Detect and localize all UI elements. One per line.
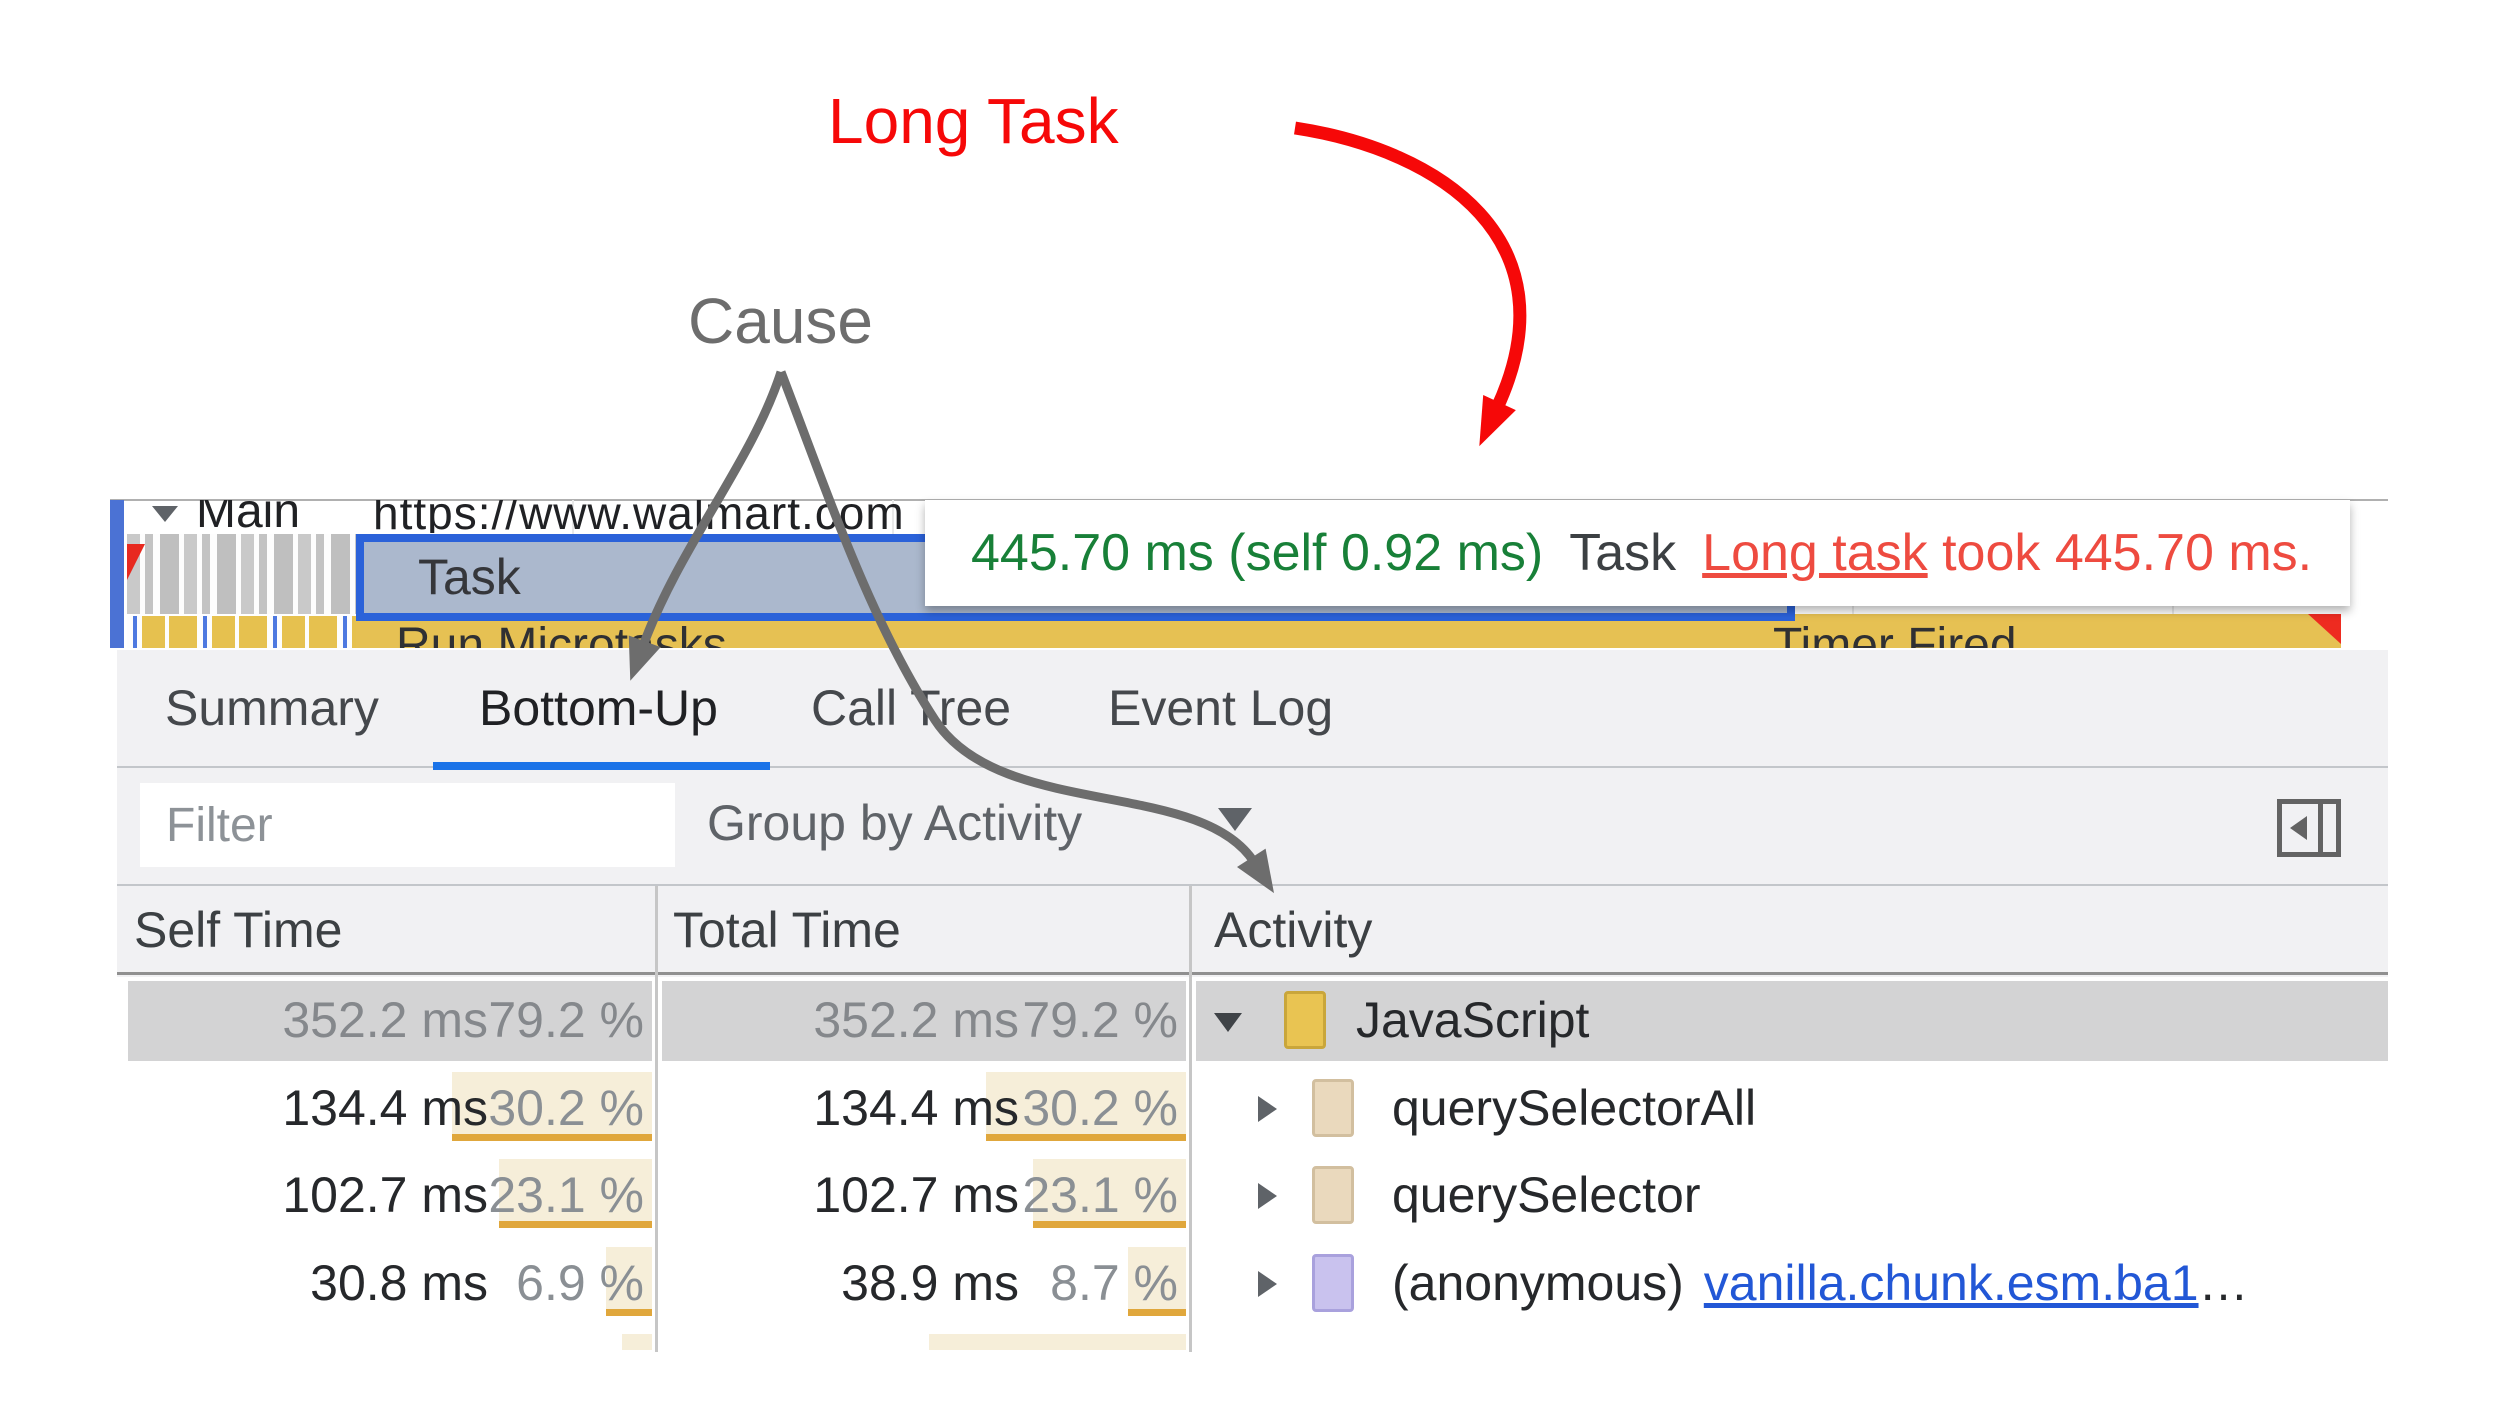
tooltip-event-name: Task <box>1569 524 1677 582</box>
selected-row-highlight <box>128 981 652 1061</box>
timer-fired-label: Timer Fired <box>1773 619 2017 648</box>
scripting-lane-stripes[interactable] <box>127 616 356 648</box>
table-row[interactable]: 134.4 ms 30.2 % 134.4 ms 30.2 % querySelecto… <box>0 1065 2500 1152</box>
table-row[interactable]: 30.8 ms 6.9 % 38.9 ms 8.7 % (anonymous) vanil… <box>0 1240 2500 1327</box>
activity-label[interactable]: (anonymous) vanilla.chunk.esm.ba1… <box>1392 1240 2249 1327</box>
total-time-percent: 30.2 % <box>1022 1079 1178 1136</box>
self-time-percent: 79.2 % <box>488 992 644 1048</box>
task-tooltip: 445.70 ms (self 0.92 ms) Task Long task to… <box>925 500 2350 606</box>
column-divider[interactable] <box>655 886 658 1352</box>
tooltip-long-task-link[interactable]: Long task <box>1702 524 1928 582</box>
total-percent-heat-bar <box>1033 1159 1186 1228</box>
activity-label[interactable]: querySelector <box>1392 1152 1701 1239</box>
activity-name: querySelectorAll <box>1392 1079 1757 1136</box>
header-underline <box>117 972 2388 975</box>
filter-input[interactable] <box>140 783 675 867</box>
table-row[interactable]: 102.7 ms 23.1 % 102.7 ms 23.1 % querySelecto… <box>0 1152 2500 1239</box>
tab-bottom-up[interactable]: Bottom-Up <box>479 680 718 736</box>
total-time-value: 134.4 ms <box>813 1079 1019 1136</box>
column-header-total-time[interactable]: Total Time <box>673 902 901 958</box>
collapse-track-icon[interactable] <box>152 506 178 522</box>
total-percent-heat-bar <box>1128 1246 1186 1316</box>
column-header-activity[interactable]: Activity <box>1214 902 1373 958</box>
track-accent-bar <box>110 500 124 648</box>
total-percent-heat-bar <box>986 1071 1186 1141</box>
self-percent-heat-bar <box>452 1071 652 1141</box>
self-time-value: 102.7 ms <box>282 1167 488 1223</box>
self-time-value: 134.4 ms <box>282 1079 488 1136</box>
column-header-self-time[interactable]: Self Time <box>134 902 343 958</box>
self-percent-heat-bar <box>606 1246 652 1316</box>
total-time-value: 38.9 ms <box>841 1254 1019 1311</box>
self-time-percent: 23.1 % <box>488 1167 644 1223</box>
long-task-annotation: Long Task <box>828 85 1119 157</box>
flamechart-activity-stripes[interactable] <box>127 534 356 614</box>
tooltip-warning-text: took 445.70 ms. <box>1927 524 2313 582</box>
activity-name: JavaScript <box>1356 992 1590 1048</box>
triangle-left-icon <box>2290 816 2307 840</box>
tooltip-duration: 445.70 ms (self 0.92 ms) <box>971 524 1544 582</box>
self-time-percent: 6.9 % <box>516 1254 644 1311</box>
total-time-percent: 8.7 % <box>1050 1254 1178 1311</box>
self-time-percent: 30.2 % <box>488 1079 644 1136</box>
column-divider[interactable] <box>1189 886 1192 1352</box>
tab-summary[interactable]: Summary <box>165 680 379 736</box>
activity-category-icon <box>1284 991 1326 1049</box>
self-time-value: 30.8 ms <box>310 1254 488 1311</box>
activity-category-icon <box>1312 1253 1354 1312</box>
collapse-arrow-icon[interactable] <box>1258 1095 1277 1122</box>
task-bar-label: Task <box>418 549 521 605</box>
track-name: Main <box>196 500 301 533</box>
total-percent-heat-bar-partial <box>929 1334 1186 1350</box>
collapse-arrow-icon[interactable] <box>1258 1183 1277 1209</box>
selected-row-highlight <box>1196 981 2388 1061</box>
show-sidebar-button[interactable] <box>2277 799 2341 857</box>
active-tab-underline <box>433 762 770 770</box>
total-time-value: 102.7 ms <box>813 1167 1019 1223</box>
cause-annotation: Cause <box>688 285 873 357</box>
self-percent-heat-bar <box>499 1159 652 1228</box>
link-ellipsis: … <box>2198 1254 2249 1311</box>
activity-label[interactable]: JavaScript <box>1356 977 1589 1064</box>
run-microtasks-label: Run Microtasks <box>396 619 727 648</box>
total-time-percent: 79.2 % <box>1022 992 1178 1048</box>
activity-name: (anonymous) <box>1392 1254 1684 1311</box>
table-header-row: Self Time Total Time Activity <box>117 886 2388 974</box>
source-file-link[interactable]: vanilla.chunk.esm.ba1 <box>1703 1254 2199 1311</box>
collapse-arrow-icon[interactable] <box>1258 1270 1277 1297</box>
total-time-value: 352.2 ms <box>813 992 1019 1048</box>
timer-fired-bar[interactable]: Timer Fired <box>1773 614 2193 648</box>
self-percent-heat-bar-partial <box>622 1334 652 1350</box>
table-row[interactable]: 352.2 ms 79.2 % 352.2 ms 79.2 % JavaScript <box>0 977 2500 1064</box>
activity-label[interactable]: querySelectorAll <box>1392 1065 1756 1152</box>
selected-row-highlight <box>662 981 1186 1061</box>
run-microtasks-bar[interactable]: Run Microtasks <box>356 614 1156 648</box>
total-time-percent: 23.1 % <box>1022 1167 1178 1223</box>
activity-category-icon <box>1312 1166 1354 1224</box>
activity-name: querySelector <box>1392 1167 1701 1223</box>
expand-arrow-icon[interactable] <box>1214 1013 1242 1032</box>
self-time-value: 352.2 ms <box>282 992 488 1048</box>
sidebar-icon <box>2318 804 2323 852</box>
activity-category-icon <box>1312 1078 1354 1137</box>
